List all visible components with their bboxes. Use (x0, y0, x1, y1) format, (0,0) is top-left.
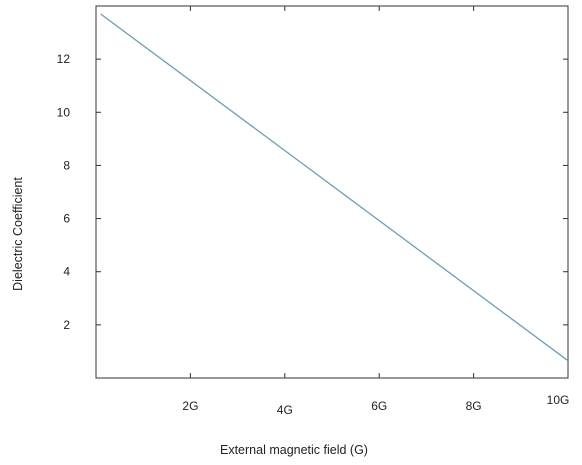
x-tick-label: 4G (277, 403, 293, 417)
y-axis-ticks: 2 4 6 8 10 12 (57, 52, 568, 332)
y-tick-label: 8 (63, 158, 70, 172)
x-tick-label: 2G (182, 399, 198, 413)
y-axis-title: Dielectric Coefficient (11, 177, 25, 291)
x-axis-title: External magnetic field (G) (220, 443, 368, 457)
x-tick-label: 6G (371, 399, 387, 413)
y-tick-label: 4 (63, 265, 70, 279)
y-tick-label: 12 (57, 52, 71, 66)
series-line (100, 13, 569, 362)
y-tick-label: 6 (63, 212, 70, 226)
x-axis-ticks: 2G 4G 6G 8G 10G (182, 6, 569, 417)
x-tick-label: 10G (547, 393, 570, 407)
y-tick-label: 10 (57, 105, 71, 119)
series-layer (100, 13, 569, 362)
x-tick-label: 8G (466, 399, 482, 413)
y-tick-label: 2 (63, 318, 70, 332)
plot-frame (95, 5, 569, 379)
